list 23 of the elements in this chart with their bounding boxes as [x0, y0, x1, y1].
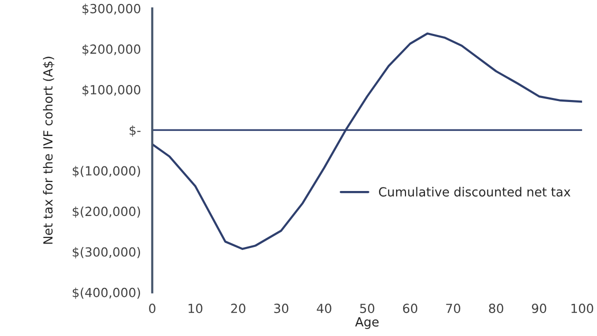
x-tick-label: 70	[446, 304, 460, 314]
y-tick-label: $(100,000)	[72, 166, 140, 178]
y-tick-label: $100,000	[82, 84, 140, 96]
y-tick-label: $(200,000)	[72, 206, 140, 218]
y-tick-label: $(300,000)	[72, 247, 140, 258]
x-tick-label: 90	[532, 304, 546, 314]
x-tick-label: 60	[403, 304, 418, 314]
x-tick-label: 100	[572, 304, 594, 314]
x-tick-label: 40	[316, 304, 332, 314]
line-series	[152, 32, 582, 250]
x-tick-label: 10	[188, 304, 202, 314]
x-tick-label: 20	[231, 304, 246, 314]
legend-label: Cumulative discounted net tax	[378, 186, 570, 197]
y-tick-label: $(400,000)	[72, 288, 140, 299]
y-axis-title: Net tax for the IVF cohort (A$)	[42, 56, 54, 244]
y-tick-label: $200,000	[82, 44, 140, 56]
x-axis-title: Age	[355, 317, 379, 330]
x-tick-label: 50	[360, 304, 374, 314]
x-tick-label: 0	[149, 304, 156, 314]
y-tick-label: $300,000	[82, 4, 140, 15]
y-tick-label: $-	[130, 125, 141, 137]
x-tick-label: 30	[274, 304, 288, 314]
x-tick-label: 80	[489, 304, 504, 314]
